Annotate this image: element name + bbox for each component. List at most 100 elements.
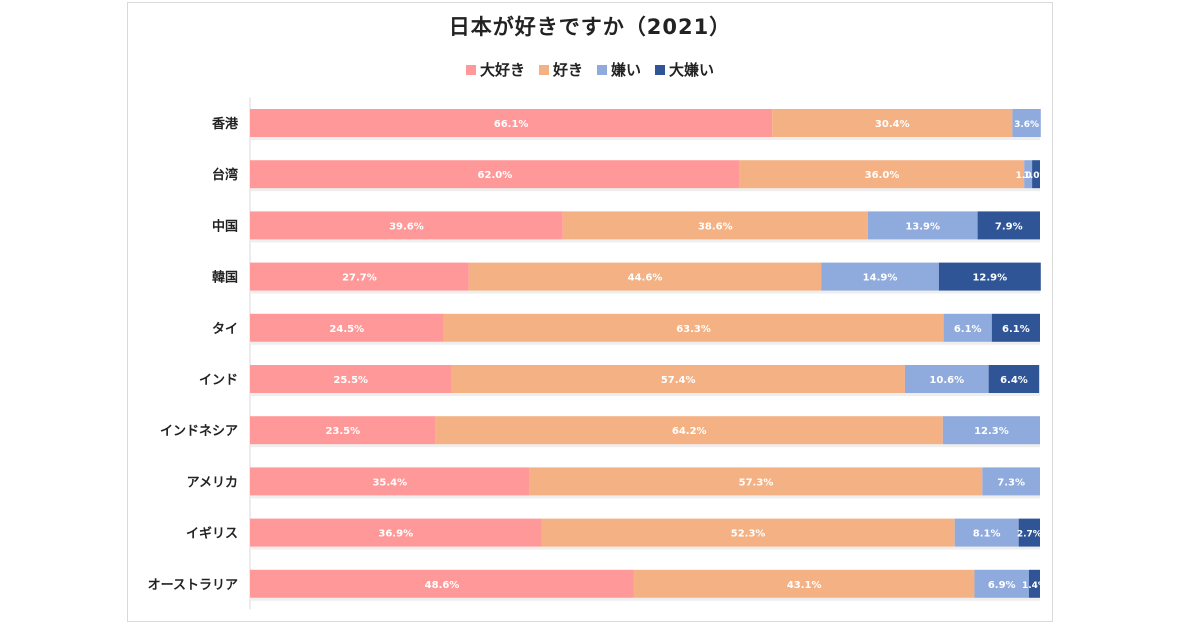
bar-shadow	[250, 546, 1040, 550]
bar-segment	[443, 313, 944, 342]
data-label: 7.3%	[997, 477, 1025, 488]
bar-segment	[529, 467, 983, 496]
bar-segment	[250, 365, 452, 393]
bar-segment	[541, 518, 955, 547]
data-label: 24.5%	[329, 324, 364, 335]
bar-shadow	[250, 239, 1040, 243]
bar-segment	[250, 109, 773, 137]
legend-label-daikirai: 大嫌い	[669, 61, 715, 79]
bar-segment	[739, 160, 1025, 189]
data-label: 30.4%	[875, 119, 910, 130]
legend-item-daikirai: 大嫌い	[655, 59, 714, 80]
bar-segment	[250, 211, 563, 240]
bar-segment	[1024, 160, 1033, 189]
bar-segment	[867, 211, 978, 240]
data-label: 6.9%	[988, 580, 1016, 591]
data-label: 66.1%	[494, 119, 529, 130]
chart-title: 日本が好きですか（2021）	[448, 15, 732, 39]
data-label: 14.9%	[863, 273, 898, 284]
data-label: 52.3%	[731, 529, 766, 540]
category-label: 台湾	[212, 167, 238, 183]
data-label: 6.1%	[954, 324, 982, 335]
data-label: 27.7%	[342, 273, 377, 284]
bar-segment	[954, 518, 1019, 547]
bar-segment	[977, 211, 1040, 240]
bar-shadow	[250, 495, 1040, 499]
category-label: 中国	[212, 218, 238, 234]
data-label: 57.4%	[661, 375, 696, 386]
category-label: タイ	[212, 322, 238, 337]
data-label: 2.7%	[1017, 530, 1042, 540]
bar-segment	[942, 416, 1040, 445]
chart-frame: 日本が好きですか（2021） 大好き 好き 嫌い 大嫌い 香港 66.1% 30.4…	[127, 2, 1053, 622]
legend: 大好き 好き 嫌い 大嫌い	[128, 59, 1052, 80]
bar-segment	[451, 365, 905, 393]
legend-label-kirai: 嫌い	[611, 61, 642, 79]
legend-swatch-daikirai	[655, 64, 666, 75]
bar-segment	[468, 262, 822, 291]
category-label: オーストラリア	[148, 578, 238, 593]
data-label: 7.9%	[995, 221, 1023, 232]
bar-segment	[938, 262, 1041, 291]
data-label: 64.2%	[672, 426, 707, 437]
data-label: 1.0%	[1016, 171, 1041, 181]
category-label: 香港	[211, 116, 239, 132]
stacked-bar-chart: 香港 66.1% 30.4% 3.6% 台湾 62.0% 36.0% 1.0%1.0% 中国 39…	[148, 97, 1049, 610]
bar-segment	[821, 262, 939, 291]
legend-item-kirai: 嫌い	[597, 59, 641, 80]
data-label: 6.4%	[1000, 375, 1028, 386]
bar-segment	[435, 416, 943, 445]
bar-segment	[250, 160, 740, 189]
bar-shadow	[250, 393, 1040, 396]
bar-segment	[988, 365, 1040, 393]
bar-segment	[1012, 109, 1041, 137]
data-label: 8.1%	[973, 529, 1001, 540]
bar-segment	[250, 569, 634, 598]
data-label: 12.3%	[974, 426, 1009, 437]
category-label: インド	[199, 373, 238, 388]
category-label: アメリカ	[187, 475, 238, 490]
data-label: 35.4%	[372, 477, 407, 488]
bar-shadow	[250, 597, 1040, 601]
bar-shadow	[250, 188, 1040, 192]
data-label: 12.9%	[972, 273, 1007, 284]
legend-label-suki: 好き	[552, 61, 583, 79]
bar-segment	[250, 467, 530, 496]
bar-segment	[1032, 160, 1040, 189]
category-label: イギリス	[186, 526, 238, 542]
bar-shadow	[250, 341, 1040, 345]
data-label: 10.6%	[929, 375, 964, 386]
data-label: 62.0%	[478, 170, 513, 181]
bar-segment	[562, 211, 868, 240]
data-label: 36.9%	[378, 529, 413, 540]
legend-label-daisuki: 大好き	[479, 61, 525, 79]
bar-segment	[250, 416, 436, 445]
data-label: 23.5%	[325, 426, 360, 437]
data-label: 1.0%	[1024, 171, 1049, 181]
bar-shadow	[250, 290, 1040, 294]
bar-segment	[250, 313, 444, 342]
bar-segment	[991, 313, 1040, 342]
legend-item-daisuki: 大好き	[465, 59, 525, 80]
bar-segment	[1028, 569, 1040, 598]
data-label: 48.6%	[425, 580, 460, 591]
bar-segment	[904, 365, 989, 393]
bar-segment	[943, 313, 992, 342]
bar-segment	[982, 467, 1040, 496]
bar-segment	[250, 518, 542, 547]
legend-swatch-daisuki	[465, 64, 476, 75]
bar-segment	[1018, 518, 1040, 547]
bar-segment	[772, 109, 1013, 137]
data-label: 3.6%	[1014, 120, 1039, 130]
data-label: 38.6%	[698, 221, 733, 232]
data-label: 25.5%	[333, 375, 368, 386]
legend-item-suki: 好き	[538, 59, 583, 80]
bar-segment	[633, 569, 975, 598]
category-label: 韓国	[212, 270, 238, 286]
legend-swatch-kirai	[597, 64, 607, 75]
bar-segment	[250, 262, 469, 291]
data-label: 57.3%	[739, 477, 774, 488]
bar-shadow	[250, 137, 1040, 140]
data-label: 6.1%	[1002, 324, 1030, 335]
data-label: 43.1%	[787, 580, 822, 591]
